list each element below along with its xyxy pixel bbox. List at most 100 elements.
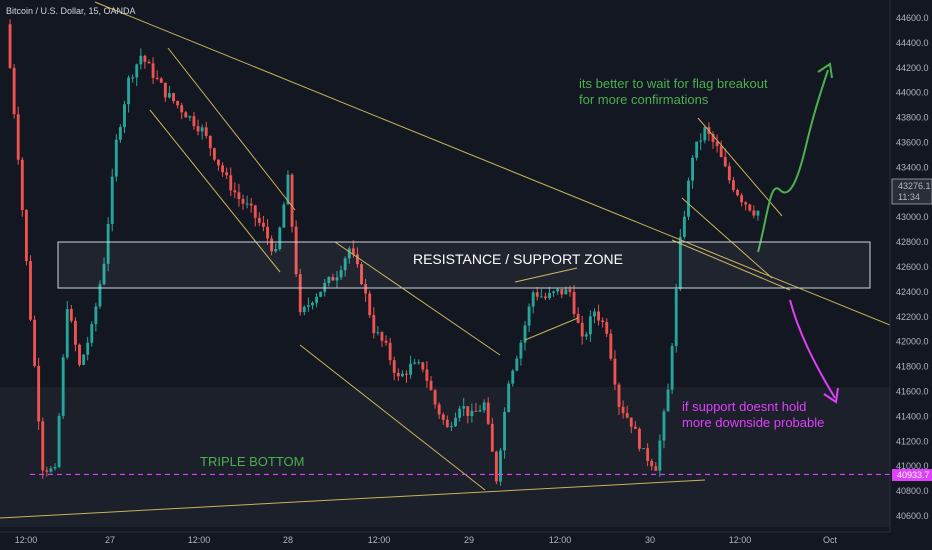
flag-upper[interactable] — [514, 267, 578, 283]
candle-body — [278, 227, 282, 250]
rising-support-line[interactable] — [0, 479, 706, 519]
bullish-arrow-head — [817, 62, 833, 79]
candle-body — [736, 190, 739, 196]
candle-body — [715, 141, 719, 146]
last-price-box — [891, 178, 932, 205]
support-price-badge: 40933.7 — [892, 469, 932, 481]
channel2-upper[interactable] — [334, 241, 501, 356]
chart-title: Bitcoin / U.S. Dollar, 15, OANDA — [6, 6, 136, 16]
channel2-lower[interactable] — [299, 344, 486, 491]
y-tick-label: 40600.0 — [896, 511, 929, 521]
candle-body — [711, 133, 715, 142]
flag2-base[interactable] — [671, 239, 791, 291]
candle-body — [176, 101, 180, 106]
candle-body — [204, 127, 208, 136]
candle-body — [229, 175, 233, 191]
candle-body — [311, 302, 314, 306]
drawings-layer — [0, 1, 891, 519]
candle-body — [86, 342, 90, 355]
candle-body — [200, 127, 204, 132]
candle-body — [584, 334, 588, 337]
candle-body — [298, 274, 302, 313]
main-downtrend-line[interactable] — [94, 1, 891, 326]
x-tick-label: 29 — [464, 535, 474, 545]
candle-body — [539, 296, 543, 298]
candle-body — [192, 116, 196, 127]
candle-body — [417, 362, 421, 364]
candle-body — [20, 159, 24, 210]
candle-body — [94, 306, 98, 325]
candle-body — [290, 174, 294, 227]
candle-body — [155, 77, 159, 79]
candle-body — [16, 114, 20, 160]
candle-body — [188, 116, 192, 118]
flag-lower[interactable] — [524, 317, 579, 341]
candle-body — [184, 112, 188, 118]
candle-body — [315, 296, 318, 303]
candle-body — [208, 135, 212, 149]
candle-body — [400, 373, 404, 377]
candle-body — [494, 451, 498, 482]
candle-body — [127, 77, 130, 105]
x-tick-label: 30 — [645, 535, 655, 545]
candle-body — [437, 404, 441, 415]
x-tick-label: 12:00 — [368, 535, 391, 545]
candle-body — [421, 362, 425, 370]
candle-body — [110, 176, 114, 224]
candle-body — [339, 270, 343, 278]
candle-body — [523, 325, 527, 343]
y-tick-label: 41800.0 — [896, 362, 929, 372]
candle-body — [454, 417, 457, 427]
candle-body — [425, 369, 429, 381]
candle-body — [106, 223, 110, 264]
channel1-lower[interactable] — [149, 109, 281, 273]
candle-body — [695, 141, 699, 158]
candle-body — [151, 63, 155, 78]
bullish-arrow-path — [757, 69, 829, 253]
support-price-value: 40933.7 — [897, 470, 930, 480]
price-axis[interactable]: 44600.0 44400.0 44200.0 44000.0 43800.0 43600… — [896, 13, 929, 521]
x-tick-label: 27 — [105, 535, 115, 545]
candle-body — [613, 358, 617, 385]
candle-body — [621, 406, 625, 414]
candle-body — [544, 296, 547, 299]
candle-body — [609, 333, 613, 359]
y-tick-label: 43600.0 — [896, 138, 929, 148]
resistance-support-zone[interactable] — [57, 241, 871, 289]
candle-body — [12, 67, 16, 115]
candle-body — [33, 319, 36, 366]
y-tick-label: 42600.0 — [896, 262, 929, 272]
candle-body — [441, 414, 445, 420]
time-axis[interactable]: 12:00 27 12:00 28 12:00 29 12:00 30 12:00 Oct — [15, 535, 838, 545]
candle-body — [266, 226, 269, 239]
candle-body — [323, 282, 327, 292]
flag2-upper[interactable] — [697, 117, 783, 217]
candle-body — [466, 406, 470, 416]
channel1-upper[interactable] — [167, 47, 296, 211]
bearish-arrow-path — [789, 299, 836, 399]
candle-body — [69, 309, 73, 321]
y-tick-label: 41400.0 — [896, 411, 929, 421]
candle-body — [241, 198, 245, 204]
candle-body — [274, 249, 278, 252]
candle-body — [351, 248, 355, 255]
y-tick-label: 44600.0 — [896, 13, 929, 23]
candle-body — [646, 448, 650, 461]
last-price-badge: 43276.1 11:34 — [891, 178, 932, 205]
y-tick-label: 43000.0 — [896, 212, 929, 222]
candle-body — [556, 289, 560, 292]
candle-body — [376, 332, 380, 334]
candle-body — [29, 261, 32, 320]
flag2-lower[interactable] — [681, 197, 773, 279]
candle-body — [172, 93, 175, 102]
y-tick-label: 41200.0 — [896, 436, 929, 446]
last-price-value: 43276.1 — [898, 181, 931, 191]
candle-body — [118, 127, 122, 140]
candle-body — [515, 358, 519, 371]
x-tick-label: Oct — [823, 535, 838, 545]
candle-body — [331, 277, 335, 281]
y-tick-label: 42800.0 — [896, 237, 929, 247]
candle-body — [245, 203, 249, 205]
candle-body — [388, 342, 392, 361]
